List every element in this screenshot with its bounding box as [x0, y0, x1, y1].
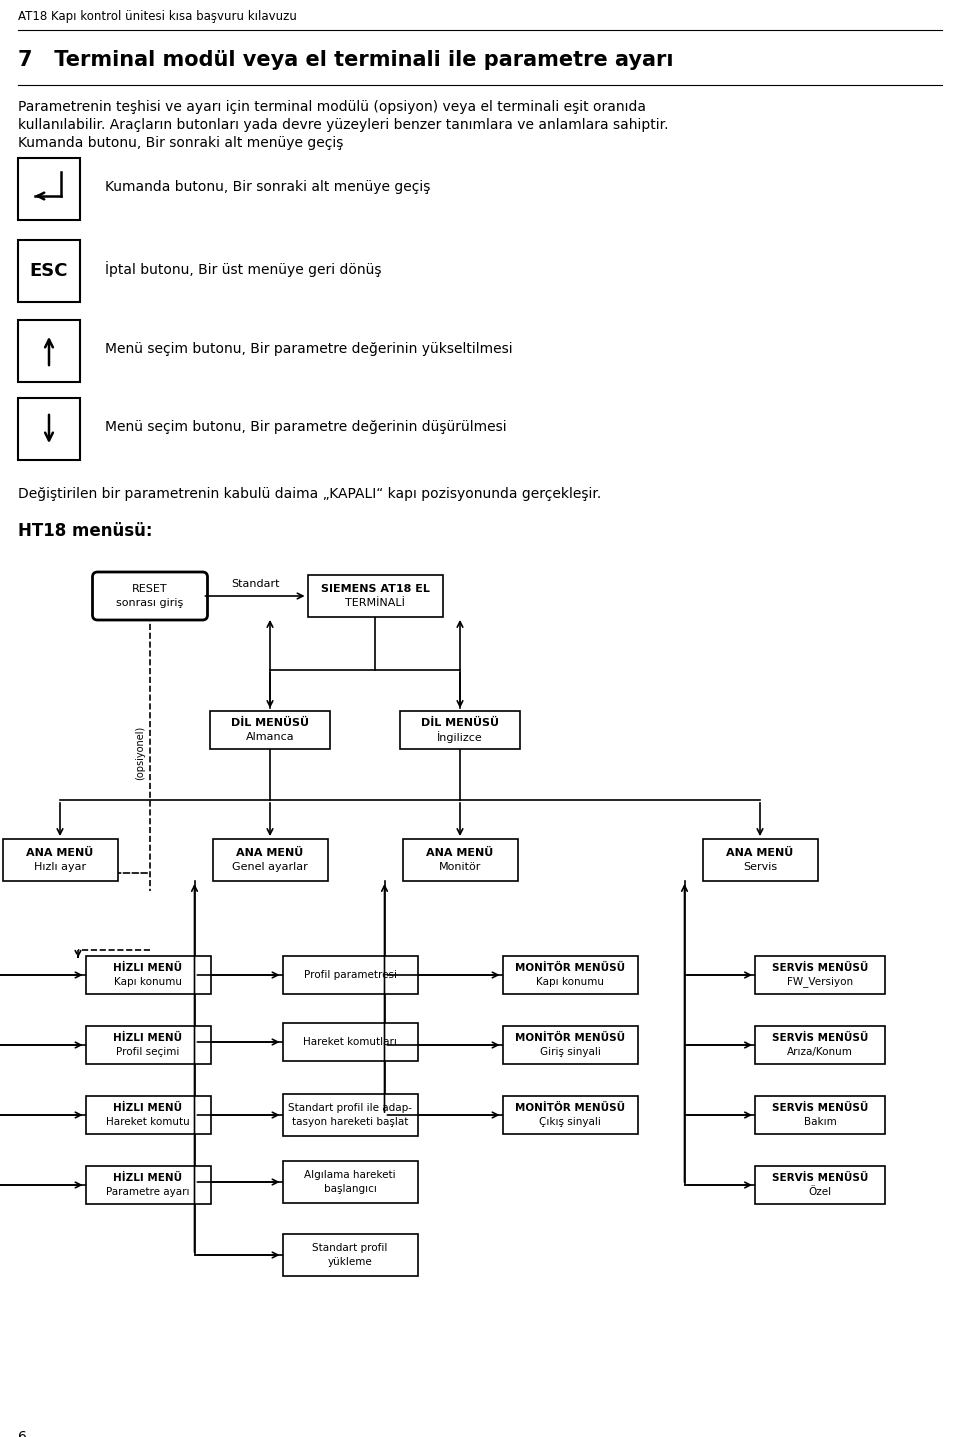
Bar [85, 1096, 210, 1134]
Bar [210, 711, 330, 749]
Bar [755, 1165, 885, 1204]
Text: (opsiyonel): (opsiyonel) [135, 726, 145, 780]
Text: Özel: Özel [808, 1187, 831, 1197]
Bar [18, 398, 80, 460]
Text: yükleme: yükleme [327, 1257, 372, 1267]
Bar [755, 1026, 885, 1063]
Text: ANA MENÜ: ANA MENÜ [236, 848, 303, 858]
Text: ANA MENÜ: ANA MENÜ [26, 848, 94, 858]
Text: Monitör: Monitör [439, 862, 481, 872]
Text: RESET: RESET [132, 583, 168, 593]
Text: Almanca: Almanca [246, 731, 295, 741]
Text: HİZLI MENÜ: HİZLI MENÜ [113, 1173, 182, 1183]
Text: Standart profil ile adap-: Standart profil ile adap- [288, 1104, 412, 1114]
Text: 6: 6 [18, 1430, 27, 1437]
Text: SERVİS MENÜSÜ: SERVİS MENÜSÜ [772, 963, 868, 973]
Text: Hareket komutları: Hareket komutları [303, 1038, 396, 1048]
Text: Çıkış sinyali: Çıkış sinyali [540, 1117, 601, 1127]
Text: Giriş sinyali: Giriş sinyali [540, 1048, 600, 1058]
Text: HT18 menüsü:: HT18 menüsü: [18, 522, 153, 540]
Text: HİZLI MENÜ: HİZLI MENÜ [113, 963, 182, 973]
Text: DİL MENÜSÜ: DİL MENÜSÜ [421, 718, 499, 729]
Text: HİZLI MENÜ: HİZLI MENÜ [113, 1104, 182, 1114]
Bar [282, 956, 418, 994]
Bar [502, 1026, 637, 1063]
Text: ESC: ESC [30, 262, 68, 280]
Text: Arıza/Konum: Arıza/Konum [787, 1048, 852, 1058]
Text: HİZLI MENÜ: HİZLI MENÜ [113, 1033, 182, 1043]
Text: ANA MENÜ: ANA MENÜ [727, 848, 794, 858]
Text: Kapı konumu: Kapı konumu [114, 977, 182, 987]
Bar [3, 839, 117, 881]
Bar [212, 839, 327, 881]
Text: SERVİS MENÜSÜ: SERVİS MENÜSÜ [772, 1173, 868, 1183]
Bar [703, 839, 818, 881]
Text: MONİTÖR MENÜSÜ: MONİTÖR MENÜSÜ [515, 1104, 625, 1114]
Text: Bakım: Bakım [804, 1117, 836, 1127]
Text: kullanılabilir. Araçların butonları yada devre yüzeyleri benzer tanımlara ve anl: kullanılabilir. Araçların butonları yada… [18, 118, 668, 132]
Text: İngilizce: İngilizce [437, 731, 483, 743]
Text: Kumanda butonu, Bir sonraki alt menüye geçiş: Kumanda butonu, Bir sonraki alt menüye g… [105, 180, 430, 194]
Text: DİL MENÜSÜ: DİL MENÜSÜ [231, 718, 309, 729]
Text: Profil parametresi: Profil parametresi [303, 970, 396, 980]
Bar [755, 1096, 885, 1134]
Bar [18, 320, 80, 382]
Bar [282, 1094, 418, 1137]
Text: Kumanda butonu, Bir sonraki alt menüye geçiş: Kumanda butonu, Bir sonraki alt menüye g… [18, 137, 344, 149]
Text: Menü seçim butonu, Bir parametre değerinin yükseltilmesi: Menü seçim butonu, Bir parametre değerin… [105, 342, 513, 356]
Text: Hızlı ayar: Hızlı ayar [34, 862, 86, 872]
Text: 7   Terminal modül veya el terminali ile parametre ayarı: 7 Terminal modül veya el terminali ile p… [18, 50, 674, 70]
Text: İptal butonu, Bir üst menüye geri dönüş: İptal butonu, Bir üst menüye geri dönüş [105, 262, 381, 277]
Text: FW_Versiyon: FW_Versiyon [787, 977, 853, 987]
Bar [282, 1161, 418, 1203]
Text: Genel ayarlar: Genel ayarlar [232, 862, 308, 872]
Text: Algılama hareketi: Algılama hareketi [304, 1170, 396, 1180]
Bar [502, 1096, 637, 1134]
Text: Hareket komutu: Hareket komutu [107, 1117, 190, 1127]
Bar [282, 1023, 418, 1061]
Text: Standart profil: Standart profil [312, 1243, 388, 1253]
Bar [18, 240, 80, 302]
Bar [307, 575, 443, 616]
Text: Profil seçimi: Profil seçimi [116, 1048, 180, 1058]
Bar [502, 956, 637, 994]
Text: Parametrenin teşhisi ve ayarı için terminal modülü (opsiyon) veya el terminali e: Parametrenin teşhisi ve ayarı için termi… [18, 101, 646, 114]
Text: Kapı konumu: Kapı konumu [536, 977, 604, 987]
Text: SERVİS MENÜSÜ: SERVİS MENÜSÜ [772, 1033, 868, 1043]
Text: MONİTÖR MENÜSÜ: MONİTÖR MENÜSÜ [515, 963, 625, 973]
Text: AT18 Kapı kontrol ünitesi kısa başvuru kılavuzu: AT18 Kapı kontrol ünitesi kısa başvuru k… [18, 10, 297, 23]
Bar [85, 1026, 210, 1063]
Bar [402, 839, 517, 881]
Text: SIEMENS AT18 EL: SIEMENS AT18 EL [321, 583, 429, 593]
Text: ANA MENÜ: ANA MENÜ [426, 848, 493, 858]
Bar [18, 158, 80, 220]
Bar [400, 711, 520, 749]
Text: TERMİNALİ: TERMİNALİ [345, 598, 405, 608]
Bar [85, 1165, 210, 1204]
Text: Menü seçim butonu, Bir parametre değerinin düşürülmesi: Menü seçim butonu, Bir parametre değerin… [105, 420, 507, 434]
Text: Standart: Standart [230, 579, 279, 589]
Bar [85, 956, 210, 994]
Text: sonrası giriş: sonrası giriş [116, 598, 183, 608]
Text: Değiştirilen bir parametrenin kabulü daima „KAPALI“ kapı pozisyonunda gerçekleşi: Değiştirilen bir parametrenin kabulü dai… [18, 487, 601, 502]
Text: MONİTÖR MENÜSÜ: MONİTÖR MENÜSÜ [515, 1033, 625, 1043]
Text: tasyon hareketi başlat: tasyon hareketi başlat [292, 1117, 408, 1127]
Text: Servis: Servis [743, 862, 777, 872]
Bar [755, 956, 885, 994]
FancyBboxPatch shape [92, 572, 207, 619]
Bar [282, 1234, 418, 1276]
Text: başlangıcı: başlangıcı [324, 1184, 376, 1194]
Text: SERVİS MENÜSÜ: SERVİS MENÜSÜ [772, 1104, 868, 1114]
Text: Parametre ayarı: Parametre ayarı [107, 1187, 190, 1197]
